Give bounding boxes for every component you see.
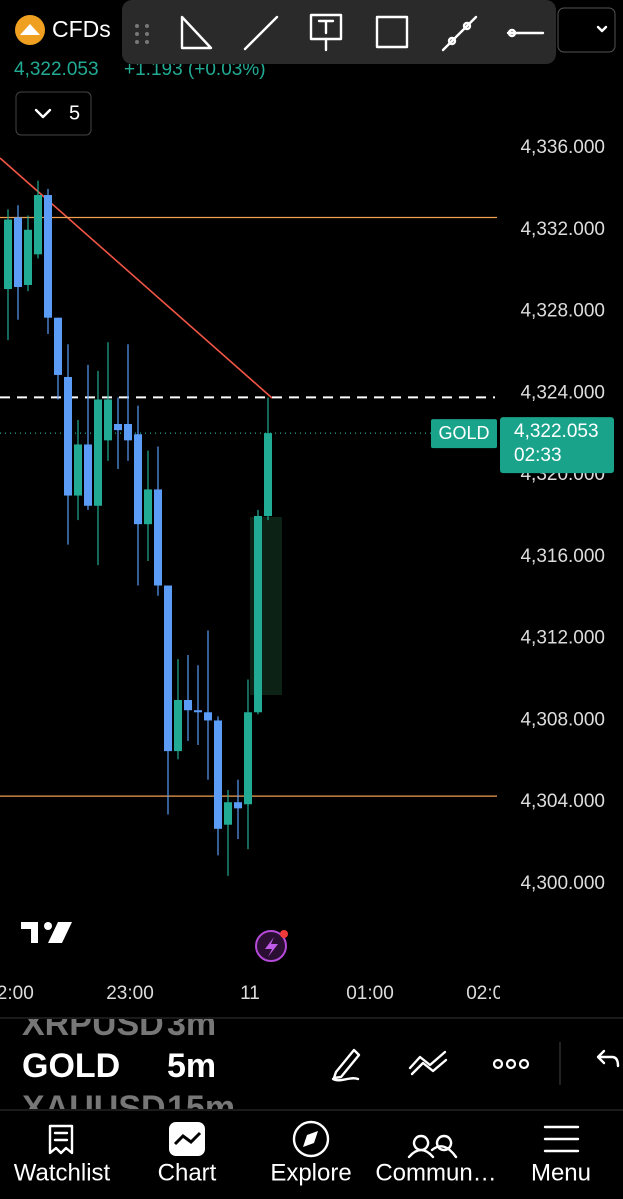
chevron (596, 25, 608, 33)
dropdown[interactable] (557, 7, 616, 53)
explore-needle (303, 1131, 318, 1147)
nav-item[interactable]: Watchlist (14, 1159, 111, 1186)
symbol-interval[interactable]: 3m (167, 1005, 216, 1043)
y-tick-label: 4,308.000 (520, 709, 605, 730)
candle-body (54, 317, 62, 375)
plot-area: 22:00 23:00 11 01:00 02:00 (0, 157, 514, 1004)
candle-body (214, 720, 222, 829)
symbol-interval[interactable]: 5m (167, 1047, 216, 1085)
candle-body (264, 433, 272, 516)
candle-body (84, 444, 92, 506)
candle-body (134, 434, 142, 525)
price-badge-label: 4,322.053 (514, 421, 599, 442)
candle-body (244, 712, 252, 805)
menu-icon (543, 1125, 580, 1153)
drawing-toolbar (122, 0, 556, 64)
candle-body (144, 489, 152, 525)
header-price: 4,322.053 (14, 59, 99, 80)
time-label: 02:00 (466, 983, 514, 1004)
y-tick-label: 4,336.000 (520, 137, 605, 158)
candle-body (24, 229, 32, 285)
price-badge (500, 417, 614, 474)
text-tool[interactable] (309, 13, 343, 52)
symbol-group: CFDs (52, 16, 111, 42)
rect-tool[interactable] (375, 15, 409, 49)
header-change: +1.193 (+0.03%) (124, 59, 266, 80)
chart-icon-line (173, 1131, 202, 1146)
nav-item[interactable]: Chart (158, 1159, 217, 1186)
more-button[interactable] (492, 1058, 530, 1070)
candle-body (254, 516, 262, 713)
candle-body (104, 399, 112, 441)
series-badge-label: GOLD (438, 423, 489, 443)
community-icon (407, 1134, 458, 1159)
symbol-name[interactable]: XAUUSD (22, 1089, 166, 1127)
time-label: 22:00 (0, 983, 34, 1004)
line-tool[interactable] (243, 15, 279, 51)
candle-body (184, 700, 192, 711)
y-tick-label: 4,316.000 (520, 546, 605, 567)
watchlist-icon (48, 1124, 74, 1155)
y-tick-label: 4,312.000 (520, 628, 605, 649)
bottom-nav: Watchlist Chart Explore Commun… Menu (14, 1120, 591, 1186)
candle-body (64, 376, 72, 496)
candle-body (44, 195, 52, 318)
nav-item[interactable]: Commun… (375, 1159, 496, 1186)
notification-dot (280, 930, 288, 938)
candle-body (124, 424, 132, 441)
candle-body (224, 802, 232, 825)
logo-mark (20, 24, 40, 35)
hline-tool[interactable] (506, 28, 545, 38)
tv-logo (21, 922, 72, 943)
ray-tool[interactable] (441, 15, 478, 52)
candle-body (4, 219, 12, 290)
candle-body (74, 444, 82, 496)
candle-body (34, 195, 42, 255)
interval-button[interactable] (15, 91, 92, 136)
candle-body (194, 710, 202, 713)
y-tick-label: 4,332.000 (520, 219, 605, 240)
triangle-tool[interactable] (180, 15, 213, 50)
nav-item[interactable]: Menu (531, 1159, 591, 1186)
candle-body (114, 424, 122, 431)
candle-body (234, 802, 242, 809)
candle-body (204, 712, 212, 721)
time-label: 11 (240, 983, 260, 1004)
time-label: 01:00 (346, 983, 394, 1004)
candle-body (94, 399, 102, 506)
chevron (34, 108, 52, 119)
pencil-tool[interactable] (331, 1048, 361, 1082)
time-label: 23:00 (106, 983, 154, 1004)
candle-body (14, 217, 22, 288)
symbol-name[interactable]: GOLD (22, 1047, 120, 1085)
undo-button[interactable] (596, 1049, 620, 1068)
y-tick-label: 4,300.000 (520, 873, 605, 894)
price-axis: 4,300.000 4,304.000 4,308.000 4,312.000 4,31… (431, 137, 614, 894)
nav-item[interactable]: Explore (270, 1159, 351, 1186)
y-tick-label: 4,304.000 (520, 791, 605, 812)
drag-handle (135, 24, 149, 44)
multi-line-tool[interactable] (408, 1050, 448, 1076)
symbol-name[interactable]: XRPUSD (22, 1005, 164, 1043)
countdown: 02:33 (514, 445, 562, 466)
lightning-icon (265, 937, 278, 957)
y-tick-label: 4,328.000 (520, 301, 605, 322)
interval: 5 (69, 102, 80, 124)
tv-logo-dot (44, 922, 52, 930)
symbol-interval[interactable]: 15m (167, 1089, 235, 1127)
series-badge (431, 419, 497, 449)
candle-body (174, 700, 182, 752)
explore-icon (292, 1120, 330, 1158)
candle-body (154, 489, 162, 586)
candle-body (164, 585, 172, 752)
y-tick-label: 4,324.000 (520, 382, 605, 403)
